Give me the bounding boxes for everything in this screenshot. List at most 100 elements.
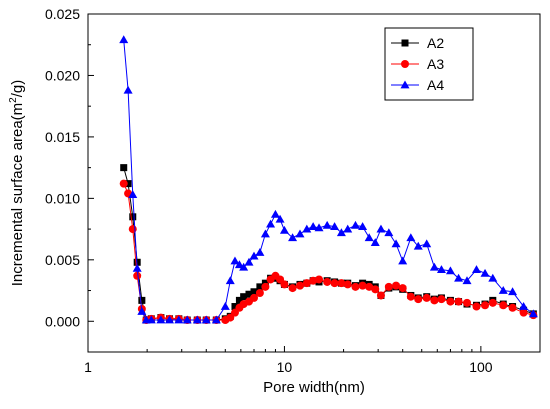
data-point-a4 xyxy=(528,309,538,318)
series-a3 xyxy=(119,179,538,325)
data-point-a2 xyxy=(124,180,132,188)
data-point-a4 xyxy=(384,228,394,237)
data-point-a2 xyxy=(120,164,128,172)
data-point-a4 xyxy=(488,273,498,282)
legend-label-a3: A3 xyxy=(427,56,444,72)
data-point-a4 xyxy=(270,209,280,218)
x-axis-title: Pore width(nm) xyxy=(263,379,365,396)
series-line-a2 xyxy=(123,167,534,321)
series-a4 xyxy=(119,35,538,324)
y-axis-title-superscript: 2 xyxy=(8,97,19,103)
data-point-a4 xyxy=(454,273,464,282)
data-point-a3 xyxy=(384,282,393,291)
data-point-a3 xyxy=(371,285,380,294)
data-point-a4 xyxy=(391,239,401,248)
data-point-a3 xyxy=(128,225,137,234)
data-point-a4 xyxy=(156,315,166,324)
data-point-a4 xyxy=(119,35,129,44)
y-tick-label: 0.015 xyxy=(45,129,80,145)
data-point-a3 xyxy=(250,293,259,302)
data-point-a4 xyxy=(498,286,508,294)
data-point-a4 xyxy=(330,222,340,231)
x-axis: 1 10 100 xyxy=(84,346,541,375)
data-point-a3 xyxy=(337,279,346,288)
y-tick-label: 0.000 xyxy=(45,313,80,329)
data-point-a3 xyxy=(508,303,517,312)
data-point-a4 xyxy=(322,220,332,229)
data-point-a4 xyxy=(508,287,518,296)
data-point-a3 xyxy=(330,279,339,288)
data-point-a4 xyxy=(275,214,285,223)
data-point-a3 xyxy=(376,291,385,300)
data-point-a2 xyxy=(240,293,248,301)
data-point-a3 xyxy=(488,298,497,307)
data-point-a3 xyxy=(454,297,463,306)
data-point-a4 xyxy=(244,257,254,266)
data-point-a2 xyxy=(250,288,258,296)
y-tick-label: 0.005 xyxy=(45,252,80,268)
data-point-a2 xyxy=(245,290,253,298)
data-point-a4 xyxy=(137,306,147,315)
data-point-a4 xyxy=(413,241,423,250)
y-tick-label: 0.010 xyxy=(45,190,80,206)
data-point-a4 xyxy=(165,315,175,324)
y-tick-label: 0.025 xyxy=(45,6,80,22)
series-line-a3 xyxy=(123,183,534,321)
data-point-a3 xyxy=(422,293,431,302)
data-point-a4 xyxy=(364,233,374,242)
data-point-a3 xyxy=(280,280,289,289)
data-point-a4 xyxy=(255,247,265,256)
x-tick-label: 100 xyxy=(469,359,493,375)
series-layer xyxy=(119,35,538,325)
data-point-a4 xyxy=(260,229,270,238)
data-point-a4 xyxy=(288,233,298,242)
data-point-a3 xyxy=(481,301,490,310)
data-point-a2 xyxy=(256,283,264,291)
data-point-a4 xyxy=(343,224,353,233)
data-point-a3 xyxy=(261,282,270,291)
data-point-a3 xyxy=(358,281,367,290)
data-point-a3 xyxy=(499,301,508,310)
data-point-a3 xyxy=(414,295,423,304)
data-point-a4 xyxy=(308,222,318,231)
data-point-a3 xyxy=(343,280,352,289)
data-point-a4 xyxy=(225,276,235,285)
data-point-a3 xyxy=(406,292,415,301)
y-axis-title: Incremental surface area(m2/g) xyxy=(8,80,26,286)
data-point-a4 xyxy=(192,315,202,324)
data-point-a3 xyxy=(288,284,297,293)
data-point-a4 xyxy=(336,228,346,237)
legend-label-a4: A4 xyxy=(427,77,444,93)
data-point-a4 xyxy=(429,262,439,271)
data-point-a3 xyxy=(446,297,455,306)
data-point-a4 xyxy=(350,220,360,229)
legend-label-a2: A2 xyxy=(427,35,444,51)
data-point-a4 xyxy=(211,315,221,324)
data-point-a3 xyxy=(398,284,407,293)
data-point-a4 xyxy=(422,239,432,248)
data-point-a3 xyxy=(255,289,264,298)
data-point-a4 xyxy=(249,251,259,260)
data-point-a4 xyxy=(128,190,138,199)
plot-border xyxy=(87,13,541,353)
data-point-a4 xyxy=(230,256,240,265)
legend-marker-a4 xyxy=(400,80,410,89)
data-point-a3 xyxy=(392,281,401,290)
data-point-a3 xyxy=(351,282,360,291)
data-point-a2 xyxy=(138,296,146,304)
series-a2 xyxy=(120,164,537,324)
data-point-a4 xyxy=(174,315,184,324)
data-point-a3 xyxy=(295,281,304,290)
data-point-a4 xyxy=(220,302,230,310)
data-point-a4 xyxy=(266,219,276,228)
y-axis-title-base: Incremental surface area(m xyxy=(9,103,26,286)
data-point-a4 xyxy=(182,315,192,324)
y-axis: 0.000 0.005 0.010 0.015 0.020 0.025 xyxy=(45,6,94,329)
data-point-a4 xyxy=(462,276,472,285)
data-point-a3 xyxy=(315,275,324,284)
plot-frame xyxy=(87,13,541,353)
data-point-a3 xyxy=(519,308,528,317)
data-point-a3 xyxy=(119,179,128,188)
data-point-a4 xyxy=(445,266,455,275)
